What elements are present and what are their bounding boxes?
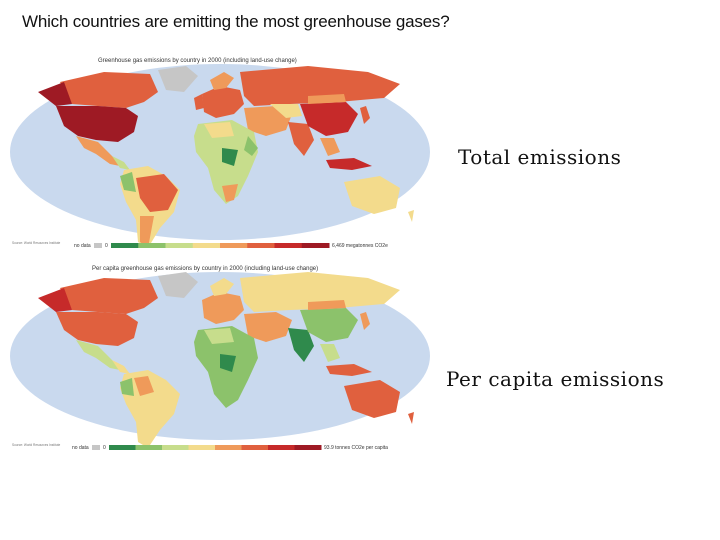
- mexico: [76, 340, 120, 370]
- australia: [344, 176, 400, 214]
- australia: [344, 380, 400, 418]
- total-emissions-label: Total emissions: [458, 145, 622, 169]
- canada: [60, 278, 158, 314]
- united-states: [56, 312, 138, 346]
- color-scale-step: [162, 445, 189, 450]
- central-america: [112, 360, 130, 374]
- color-scale-step: [192, 243, 221, 248]
- europe: [202, 292, 244, 324]
- color-scale-step: [109, 445, 136, 450]
- per-capita-color-scale: [109, 445, 322, 450]
- new-zealand: [408, 412, 414, 424]
- color-scale-step: [247, 243, 275, 248]
- map-credit: Source: World Resources Institute: [12, 443, 61, 447]
- horn-of-africa: [244, 136, 258, 156]
- middle-east: [244, 312, 292, 342]
- india: [288, 328, 314, 362]
- china: [300, 102, 358, 136]
- color-scale-step: [268, 445, 295, 450]
- color-scale-step: [111, 243, 139, 248]
- russia: [240, 272, 400, 312]
- north-africa: [204, 122, 234, 138]
- total-color-scale: [111, 243, 330, 248]
- total-emissions-map-graphic: Greenhouse gas emissions by country in 2…: [10, 58, 430, 249]
- color-scale-step: [241, 445, 269, 450]
- venezuela: [134, 376, 154, 396]
- per-capita-emissions-map-graphic: Per capita greenhouse gas emissions by c…: [10, 266, 430, 451]
- central-africa: [222, 148, 238, 166]
- total-legend-no-data: no data: [74, 243, 91, 249]
- slide-title: Which countries are emitting the most gr…: [22, 12, 450, 31]
- indonesia: [326, 364, 372, 376]
- total-emissions-map: Greenhouse gas emissions by country in 2…: [8, 52, 448, 262]
- per-capita-legend-no-data: no data: [72, 445, 89, 451]
- united-states: [56, 106, 138, 142]
- canada: [60, 72, 158, 108]
- per-capita-emissions-label: Per capita emissions: [446, 367, 665, 391]
- color-scale-step: [188, 445, 216, 450]
- color-scale-step: [165, 243, 194, 248]
- central-africa: [220, 354, 236, 372]
- south-africa: [222, 184, 238, 202]
- per-capita-legend-max: 93.9 tonnes CO2e per capita: [324, 445, 388, 451]
- japan: [360, 106, 370, 124]
- indonesia: [326, 158, 372, 170]
- mexico: [76, 136, 120, 166]
- japan: [360, 312, 370, 330]
- per-capita-legend-min: 0: [103, 445, 106, 451]
- map-credit: Source: World Resources Institute: [12, 241, 61, 245]
- china: [300, 308, 358, 342]
- south-america: [120, 370, 180, 448]
- colombia: [120, 378, 134, 396]
- middle-east: [244, 106, 292, 136]
- greenland: [158, 66, 198, 92]
- alaska: [38, 288, 72, 312]
- total-legend-max: 6,469 megatonnes CO2e: [332, 243, 388, 249]
- russia: [240, 66, 400, 106]
- color-scale-step: [138, 243, 166, 248]
- alaska: [38, 82, 72, 106]
- argentina: [140, 216, 154, 248]
- scandinavia: [210, 72, 234, 90]
- southeast-asia: [320, 344, 340, 362]
- color-scale-step: [301, 243, 330, 248]
- north-africa: [204, 328, 234, 344]
- central-asia: [270, 104, 302, 118]
- brazil: [136, 174, 178, 212]
- color-scale-step: [220, 243, 248, 248]
- greenland: [158, 272, 198, 298]
- europe: [202, 86, 244, 118]
- legend-no-data-swatch: [92, 445, 100, 450]
- total-legend-min: 0: [105, 243, 108, 249]
- southeast-asia: [320, 138, 340, 156]
- united-kingdom: [194, 94, 204, 110]
- mongolia: [308, 94, 346, 104]
- mongolia: [308, 300, 346, 310]
- colombia: [120, 172, 136, 192]
- india: [288, 122, 314, 156]
- central-america: [112, 156, 130, 170]
- color-scale-step: [274, 243, 303, 248]
- per-capita-emissions-map: Per capita greenhouse gas emissions by c…: [8, 262, 448, 462]
- color-scale-step: [215, 445, 242, 450]
- scandinavia: [210, 278, 234, 296]
- per-capita-map-title: Per capita greenhouse gas emissions by c…: [92, 266, 318, 272]
- color-scale-step: [135, 445, 163, 450]
- total-map-title: Greenhouse gas emissions by country in 2…: [98, 58, 297, 64]
- legend-no-data-swatch: [94, 243, 102, 248]
- color-scale-step: [294, 445, 322, 450]
- new-zealand: [408, 210, 414, 222]
